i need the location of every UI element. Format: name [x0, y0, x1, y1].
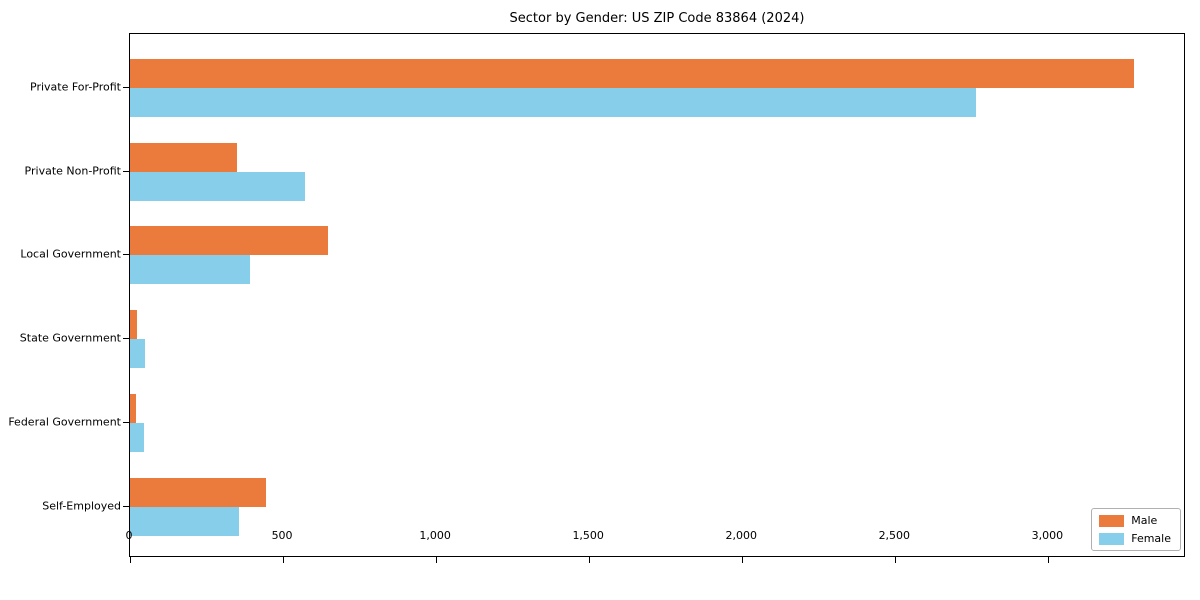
- bar-female: [130, 506, 239, 536]
- y-tick-mark: [123, 338, 129, 340]
- x-tick-label: 500: [271, 529, 293, 542]
- legend-label: Male: [1131, 514, 1158, 527]
- bar-female: [130, 88, 977, 117]
- legend-label: Female: [1131, 532, 1171, 545]
- x-tick-mark: [283, 557, 285, 563]
- x-tick-label: 3,000: [1031, 529, 1064, 542]
- x-tick-label: 1,500: [572, 529, 604, 542]
- legend: Male Female: [1091, 508, 1181, 551]
- bar-male: [130, 142, 238, 172]
- y-tick-mark: [123, 254, 129, 256]
- x-tick-label: 0: [125, 529, 133, 542]
- bar-female: [130, 255, 250, 285]
- chart-title: Sector by Gender: US ZIP Code 83864 (202…: [509, 11, 805, 26]
- y-tick-mark: [123, 170, 129, 172]
- plot-area: Male Female: [123, 33, 1185, 563]
- legend-swatch: [1099, 532, 1125, 545]
- x-tick-label: 2,500: [878, 529, 911, 542]
- bar-female: [130, 171, 305, 201]
- x-tick-mark: [130, 557, 131, 563]
- bar-male: [130, 59, 1135, 88]
- y-tick-label: Private For-Profit: [30, 80, 121, 94]
- bar-male: [130, 477, 266, 507]
- x-tick-mark: [436, 557, 438, 563]
- y-tick-mark: [123, 421, 129, 423]
- x-tick-mark: [1048, 557, 1050, 563]
- bar-female: [130, 422, 145, 452]
- bar-female: [130, 339, 146, 369]
- x-tick-mark: [895, 557, 897, 563]
- x-tick-mark: [589, 557, 591, 563]
- bar-male: [130, 310, 137, 340]
- y-axis-labels: Private For-Profit Private Non-Profit Loca…: [0, 33, 121, 557]
- y-tick-mark: [123, 87, 129, 88]
- x-tick-label: 1,000: [419, 529, 451, 542]
- legend-swatch: [1099, 514, 1125, 527]
- bar-male: [130, 226, 329, 256]
- bar-male: [130, 393, 137, 423]
- y-tick-label: Federal Government: [8, 415, 121, 429]
- y-tick-mark: [123, 505, 129, 507]
- x-tick-label: 2,000: [725, 529, 758, 542]
- y-tick-label: State Government: [19, 331, 121, 345]
- y-tick-label: Private Non-Profit: [24, 164, 121, 178]
- legend-entry: Female: [1099, 532, 1171, 545]
- x-tick-mark: [742, 557, 744, 563]
- y-tick-label: Self-Employed: [42, 499, 121, 513]
- legend-entry: Male: [1099, 514, 1171, 527]
- y-tick-label: Local Government: [20, 247, 121, 261]
